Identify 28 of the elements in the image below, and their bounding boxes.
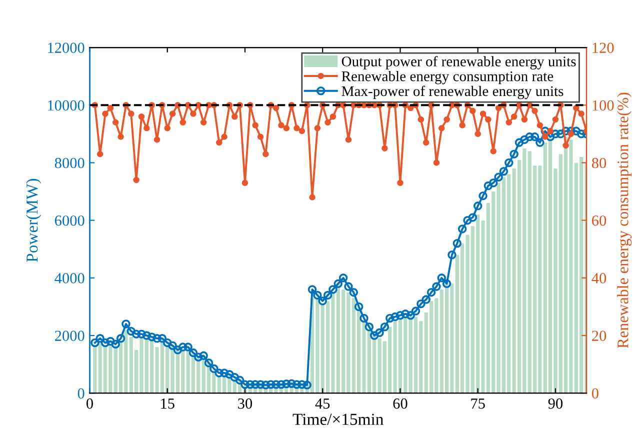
- y2-tick-label: 100: [592, 100, 614, 111]
- x-axis-title: Time/×15min: [292, 414, 384, 425]
- y-tick-label: 0: [78, 388, 84, 399]
- y-tick-label: 8000: [54, 158, 84, 168]
- y2-axis-title: Renewable energy consumption rate(%): [617, 92, 632, 348]
- y2-tick-label: 60: [592, 215, 606, 226]
- x-tick-label: 15: [161, 398, 174, 409]
- y2-tick-label: 80: [592, 158, 606, 168]
- y-tick-label: 6000: [54, 215, 84, 226]
- x-tick-label: 0: [86, 398, 93, 409]
- y-tick-label: 12000: [48, 42, 84, 53]
- y2-tick-label: 120: [592, 42, 614, 53]
- x-tick-label: 30: [238, 398, 252, 409]
- legend-label: Output power of renewable energy units: [342, 56, 576, 70]
- y2-tick-label: 0: [592, 388, 598, 399]
- y2-tick-label: 20: [592, 330, 606, 341]
- y-tick-label: 10000: [48, 100, 84, 111]
- y2-tick-label: 40: [592, 273, 606, 284]
- bar: [93, 346, 97, 394]
- x-tick-label: 60: [393, 398, 408, 409]
- legend-label: Renewable energy consumption rate: [342, 70, 554, 84]
- x-tick-label: 45: [315, 398, 330, 409]
- x-tick-label: 90: [548, 398, 563, 409]
- y-tick-label: 4000: [54, 273, 84, 284]
- y-axis-title: Power(MW): [26, 178, 42, 262]
- y-tick-label: 2000: [54, 330, 84, 341]
- x-tick-label: 75: [471, 398, 485, 409]
- legend-label: Max-power of renewable energy units: [342, 86, 564, 100]
